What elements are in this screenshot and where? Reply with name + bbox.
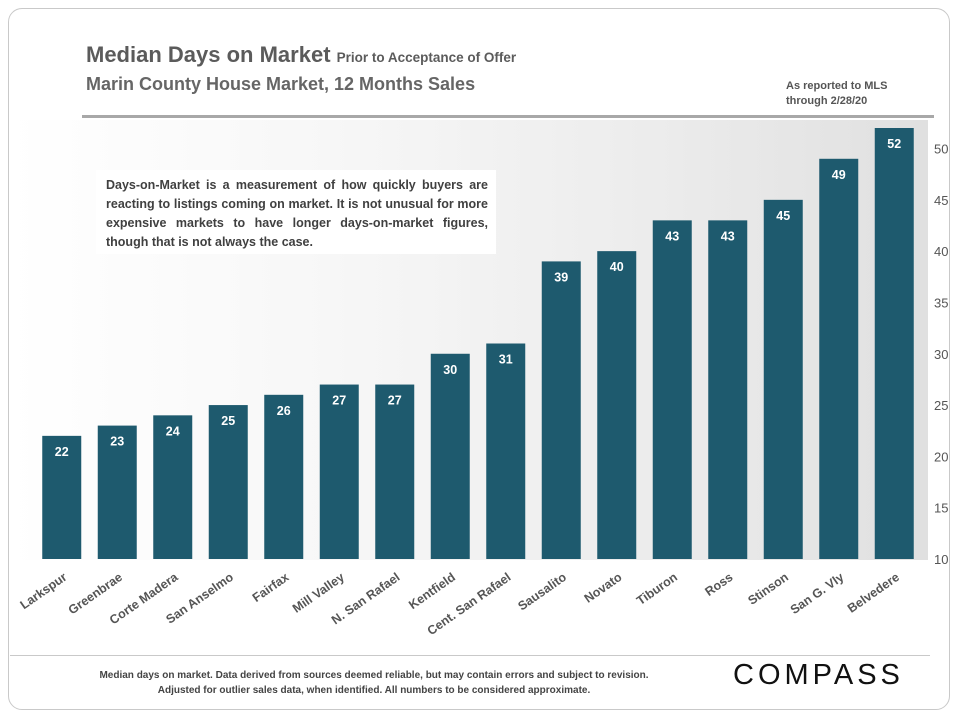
report-note-line2: through 2/28/20 (786, 95, 868, 107)
y-tick-label: 10 (934, 552, 948, 567)
y-tick-label: 25 (934, 398, 948, 413)
bar-value-label: 52 (887, 137, 901, 151)
bar (874, 128, 914, 559)
bar (153, 415, 193, 559)
bar (42, 435, 82, 559)
bar-value-label: 49 (832, 168, 846, 182)
annotation-box: Days-on-Market is a measurement of how q… (96, 170, 496, 254)
bar-value-label: 27 (332, 394, 346, 408)
y-tick-label: 15 (934, 501, 948, 516)
x-tick-label: Ross (702, 570, 735, 599)
x-tick-label: San G. Vly (788, 570, 847, 617)
footnote-line2: Adjusted for outlier sales data, when id… (157, 685, 591, 696)
bar-value-label: 26 (277, 404, 291, 418)
header-divider (82, 115, 934, 118)
y-tick-label: 30 (934, 347, 948, 362)
footnote-line1: Median days on market. Data derived from… (99, 670, 649, 681)
y-tick-label: 45 (934, 193, 948, 208)
bar (597, 251, 637, 559)
annotation-text: Days-on-Market is a measurement of how q… (106, 178, 488, 249)
report-note: As reported to MLS through 2/28/20 (786, 79, 916, 109)
bar (708, 220, 748, 559)
x-tick-label: Kentfield (406, 570, 458, 612)
bar (319, 384, 359, 559)
bar (264, 394, 304, 559)
footnote: Median days on market. Data derived from… (64, 668, 684, 698)
bar-value-label: 30 (443, 363, 457, 377)
x-tick-label: Tiburon (634, 570, 680, 608)
bar-value-label: 43 (665, 229, 679, 243)
compass-logo: COMPASS (733, 659, 904, 691)
bar-value-label: 43 (721, 229, 735, 243)
bar-value-label: 31 (499, 353, 513, 367)
bar-value-label: 24 (166, 424, 180, 438)
bar (208, 405, 248, 559)
x-tick-label: Sausalito (515, 570, 569, 614)
bar (819, 158, 859, 560)
bar-value-label: 23 (110, 435, 124, 449)
chart-title: Median Days on Market Prior to Acceptanc… (86, 42, 516, 68)
y-tick-label: 50 (934, 142, 948, 157)
bar-value-label: 39 (554, 270, 568, 284)
bar (375, 384, 415, 559)
bar (763, 199, 803, 560)
y-tick-label: 40 (934, 244, 948, 259)
bar (97, 425, 137, 559)
footer-divider (10, 655, 930, 656)
x-tick-label: Stinson (745, 570, 791, 608)
bar-value-label: 40 (610, 260, 624, 274)
chart-title-suffix: Prior to Acceptance of Offer (336, 50, 517, 65)
bar-value-label: 22 (55, 445, 69, 459)
x-tick-label: Belvedere (845, 570, 902, 616)
bar-value-label: 45 (776, 209, 790, 223)
bar (541, 261, 581, 559)
y-tick-label: 35 (934, 295, 948, 310)
x-tick-label: Novato (582, 570, 625, 606)
chart-subtitle: Marin County House Market, 12 Months Sal… (86, 74, 476, 94)
bar (652, 220, 692, 559)
x-tick-label: Fairfax (250, 570, 292, 605)
bar-value-label: 27 (388, 394, 402, 408)
chart-title-text: Median Days on Market (86, 42, 331, 67)
x-tick-label: Larkspur (18, 570, 70, 612)
bar (430, 353, 470, 559)
report-note-line1: As reported to MLS (786, 80, 888, 92)
bar-value-label: 25 (221, 414, 235, 428)
bar (486, 343, 526, 559)
y-tick-label: 20 (934, 449, 948, 464)
